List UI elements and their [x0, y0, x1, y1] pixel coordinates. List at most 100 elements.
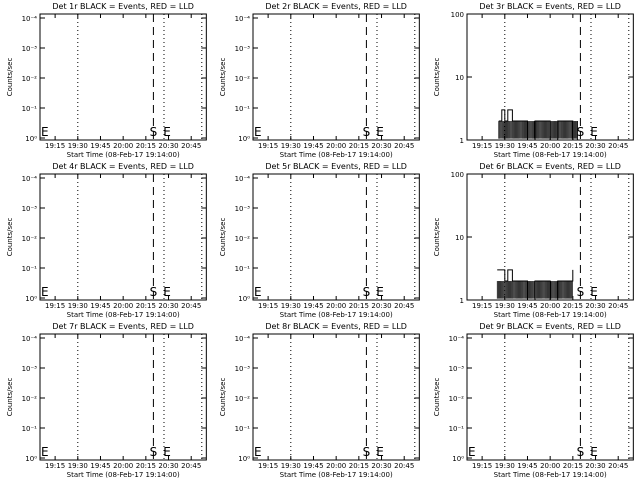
start-marker-s: S [150, 445, 158, 459]
x-tick-label: 20:15 [349, 142, 369, 150]
x-axis-label: Start Time (08-Feb-17 19:14:00) [67, 151, 180, 159]
x-tick-label: 20:15 [563, 142, 583, 150]
plot-frame [252, 333, 420, 461]
end-marker-e: E [376, 445, 384, 459]
x-tick-label: 19:15 [258, 142, 278, 150]
x-tick-label: 19:30 [281, 462, 301, 470]
panel-title: Det 2r BLACK = Events, RED = LLD [265, 2, 407, 11]
y-tick-label: 10⁻² [235, 75, 251, 83]
y-tick-label: 10⁻⁴ [235, 15, 251, 23]
x-tick-label: 20:30 [158, 302, 178, 310]
x-tick-label: 19:30 [68, 302, 88, 310]
left-e-marker: E [41, 285, 49, 299]
y-tick-label: 10⁻⁴ [22, 15, 38, 23]
start-marker-s: S [150, 125, 158, 139]
x-tick-label: 20:45 [608, 302, 628, 310]
x-tick-label: 19:15 [45, 302, 65, 310]
y-axis-label: Counts/sec [433, 378, 441, 417]
panel-title: Det 4r BLACK = Events, RED = LLD [52, 162, 194, 171]
x-tick-label: 20:00 [326, 142, 346, 150]
y-axis-label: Counts/sec [6, 378, 14, 417]
plot-frame [466, 333, 634, 461]
x-tick-label: 20:30 [585, 462, 605, 470]
y-tick-label: 100 [451, 11, 464, 19]
x-tick-label: 19:30 [281, 302, 301, 310]
y-tick-label: 10⁻³ [235, 365, 251, 373]
end-marker-e: E [590, 445, 598, 459]
y-tick-label: 10⁻³ [235, 45, 251, 53]
x-tick-label: 19:45 [517, 302, 537, 310]
x-tick-label: 20:45 [394, 462, 414, 470]
y-tick-label: 10⁰ [238, 135, 250, 143]
left-e-marker: E [254, 285, 262, 299]
x-tick-label: 20:15 [136, 462, 156, 470]
x-tick-label: 19:30 [68, 462, 88, 470]
x-tick-label: 20:15 [349, 302, 369, 310]
end-marker-e: E [376, 125, 384, 139]
y-tick-label: 10⁰ [25, 455, 37, 463]
left-e-marker: E [254, 125, 262, 139]
x-tick-label: 19:15 [472, 462, 492, 470]
left-e-marker: E [41, 445, 49, 459]
x-tick-label: 19:30 [68, 142, 88, 150]
x-tick-label: 19:15 [472, 302, 492, 310]
y-tick-label: 10⁻¹ [235, 105, 251, 113]
plot-frame [252, 13, 420, 141]
x-tick-label: 20:45 [181, 302, 201, 310]
y-tick-label: 10 [455, 74, 464, 82]
x-tick-label: 19:45 [303, 142, 323, 150]
panel-title: Det 6r BLACK = Events, RED = LLD [479, 162, 621, 171]
y-axis-label: Counts/sec [219, 378, 227, 417]
x-tick-label: 20:00 [113, 462, 133, 470]
x-tick-label: 19:15 [45, 142, 65, 150]
x-tick-label: 19:45 [517, 142, 537, 150]
y-axis-label: Counts/sec [433, 218, 441, 257]
x-tick-label: 20:00 [113, 142, 133, 150]
y-axis-label: Counts/sec [6, 218, 14, 257]
x-axis-label: Start Time (08-Feb-17 19:14:00) [494, 311, 607, 319]
x-tick-label: 20:45 [181, 462, 201, 470]
x-tick-label: 20:30 [371, 302, 391, 310]
end-marker-e: E [376, 285, 384, 299]
start-marker-s: S [577, 445, 585, 459]
y-tick-label: 10⁻² [235, 395, 251, 403]
y-tick-label: 10⁻¹ [22, 265, 38, 273]
y-tick-label: 1 [460, 137, 464, 145]
x-tick-label: 20:30 [158, 462, 178, 470]
y-axis-label: Counts/sec [6, 58, 14, 97]
y-tick-label: 10⁻² [22, 75, 38, 83]
panel-title: Det 1r BLACK = Events, RED = LLD [52, 2, 194, 11]
y-tick-label: 10⁻² [22, 235, 38, 243]
x-axis-label: Start Time (08-Feb-17 19:14:00) [67, 471, 180, 479]
panel-title: Det 8r BLACK = Events, RED = LLD [265, 322, 407, 331]
y-tick-label: 10⁰ [25, 295, 37, 303]
y-tick-label: 10⁻³ [235, 205, 251, 213]
start-marker-s: S [577, 125, 585, 139]
x-tick-label: 20:15 [136, 142, 156, 150]
y-tick-label: 10⁰ [25, 135, 37, 143]
y-tick-label: 10⁻³ [22, 205, 38, 213]
panel-title: Det 7r BLACK = Events, RED = LLD [52, 322, 194, 331]
x-tick-label: 19:15 [258, 302, 278, 310]
left-e-marker: E [254, 445, 262, 459]
x-tick-label: 20:00 [540, 142, 560, 150]
x-axis-label: Start Time (08-Feb-17 19:14:00) [494, 151, 607, 159]
left-e-marker: E [41, 125, 49, 139]
x-tick-label: 20:30 [585, 302, 605, 310]
x-tick-label: 20:00 [326, 302, 346, 310]
x-tick-label: 19:30 [281, 142, 301, 150]
y-tick-label: 10⁻¹ [22, 105, 38, 113]
y-tick-label: 10⁰ [452, 455, 464, 463]
events-series-line [498, 109, 578, 141]
y-tick-label: 10⁻¹ [235, 265, 251, 273]
x-tick-label: 19:45 [517, 462, 537, 470]
end-marker-e: E [163, 445, 171, 459]
panel-title: Det 3r BLACK = Events, RED = LLD [479, 2, 621, 11]
x-tick-label: 19:30 [495, 302, 515, 310]
end-marker-e: E [163, 125, 171, 139]
